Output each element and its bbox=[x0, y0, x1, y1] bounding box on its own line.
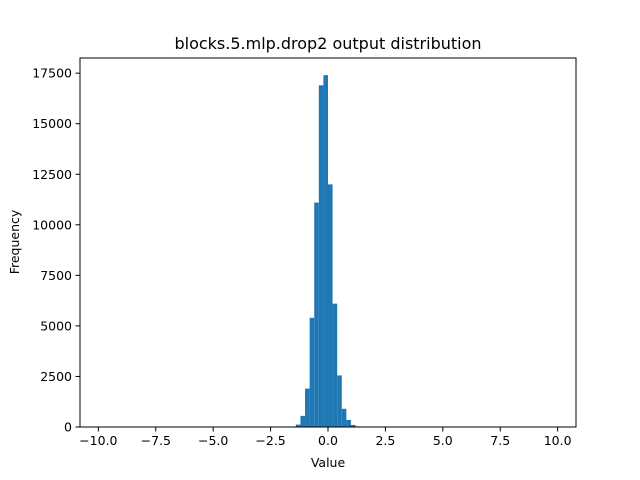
x-tick-label: −10.0 bbox=[79, 433, 117, 448]
x-tick-label: 2.5 bbox=[375, 433, 395, 448]
histogram-bar bbox=[295, 424, 301, 427]
histogram-bar bbox=[314, 202, 319, 427]
y-tick-label: 0 bbox=[64, 420, 72, 435]
x-tick-label: 7.5 bbox=[490, 433, 510, 448]
chart-title: blocks.5.mlp.drop2 output distribution bbox=[174, 34, 481, 53]
x-tick-label: 5.0 bbox=[433, 433, 453, 448]
x-tick-label: −5.0 bbox=[198, 433, 228, 448]
x-axis-label: Value bbox=[311, 455, 346, 470]
y-tick-label: 15000 bbox=[32, 116, 72, 131]
histogram-bar bbox=[328, 184, 333, 427]
y-tick-label: 5000 bbox=[40, 318, 72, 333]
histogram-bar bbox=[309, 317, 315, 427]
histogram-bar bbox=[300, 415, 306, 427]
histogram-bar bbox=[350, 424, 356, 427]
histogram-bar bbox=[318, 85, 324, 427]
bars-layer bbox=[291, 75, 361, 427]
y-tick-label: 10000 bbox=[32, 217, 72, 232]
histogram-bar bbox=[305, 388, 310, 427]
x-axis-ticks: −10.0 −7.5 −5.0 −2.5 0.0 2.5 5.0 7.5 10.0 bbox=[79, 427, 572, 448]
histogram-bar bbox=[332, 303, 338, 427]
histogram-bar bbox=[341, 408, 347, 427]
histogram-bar bbox=[346, 419, 351, 427]
x-tick-label: −2.5 bbox=[255, 433, 285, 448]
y-tick-label: 7500 bbox=[40, 268, 72, 283]
histogram-bar bbox=[337, 375, 342, 427]
y-axis-label: Frequency bbox=[7, 209, 22, 274]
y-tick-label: 2500 bbox=[40, 369, 72, 384]
y-tick-label: 17500 bbox=[32, 66, 72, 81]
x-tick-label: 10.0 bbox=[544, 433, 572, 448]
x-tick-label: 0.0 bbox=[318, 433, 338, 448]
y-tick-label: 12500 bbox=[32, 167, 72, 182]
y-axis-ticks: 0 2500 5000 7500 10000 12500 15000 17500 bbox=[32, 66, 80, 435]
x-tick-label: −7.5 bbox=[141, 433, 171, 448]
histogram-bar bbox=[323, 75, 328, 427]
